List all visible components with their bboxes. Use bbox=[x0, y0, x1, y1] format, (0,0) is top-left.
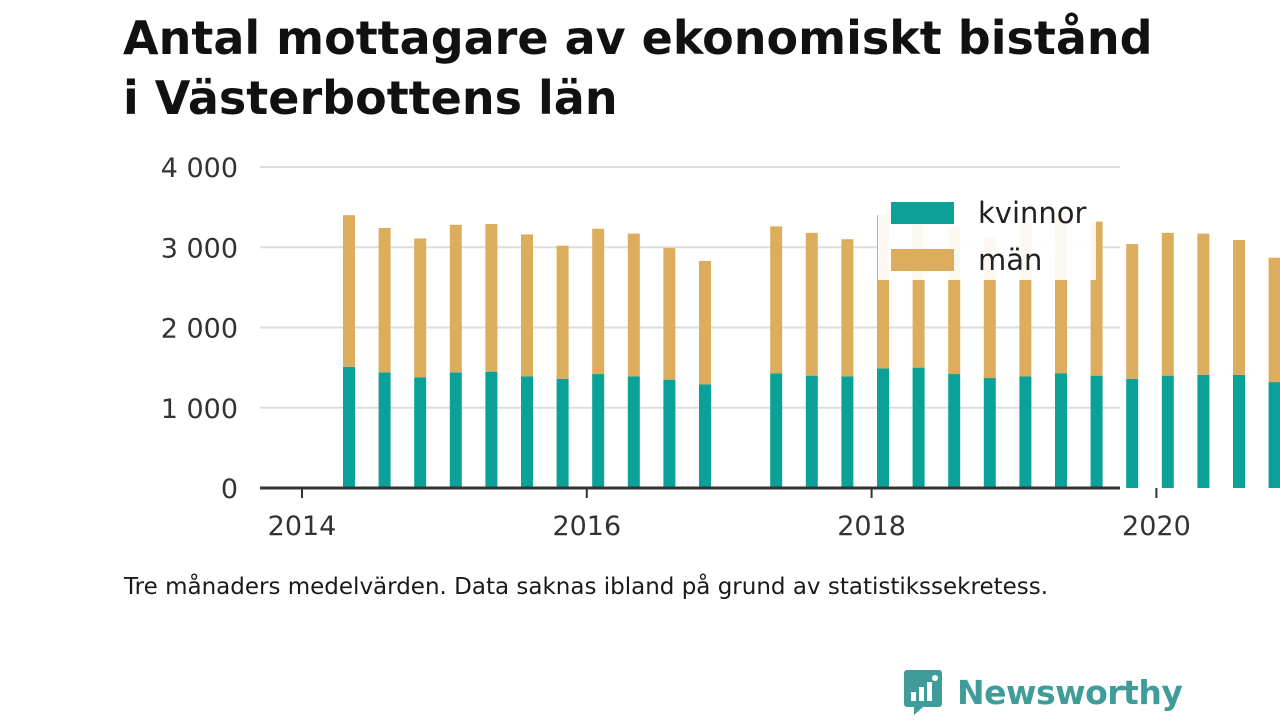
y-tick-label: 1 000 bbox=[161, 394, 238, 425]
bar-kvinnor bbox=[592, 374, 605, 488]
y-tick-label: 3 000 bbox=[161, 233, 238, 264]
bar-kvinnor bbox=[1019, 376, 1032, 488]
bar-kvinnor bbox=[1232, 374, 1245, 488]
bar-kvinnor bbox=[1054, 373, 1067, 488]
legend: kvinnor män bbox=[878, 190, 1096, 280]
bar-kvinnor bbox=[805, 375, 818, 488]
bar-kvinnor bbox=[449, 372, 462, 488]
bar-man bbox=[698, 260, 711, 385]
bar-man bbox=[1126, 244, 1139, 379]
legend-label: män bbox=[978, 243, 1042, 277]
legend-swatch-man bbox=[891, 249, 954, 271]
bar-kvinnor bbox=[378, 372, 391, 488]
bar-kvinnor bbox=[1197, 374, 1210, 488]
bar-man bbox=[592, 228, 605, 375]
x-axis: 201420162018202020222024 bbox=[260, 486, 1191, 542]
bar-kvinnor bbox=[948, 374, 961, 488]
bar-kvinnor bbox=[342, 366, 355, 488]
bar-kvinnor bbox=[1090, 375, 1103, 488]
bar-kvinnor bbox=[1268, 382, 1280, 488]
brand-logo-link[interactable]: Newsworthy bbox=[903, 668, 1183, 716]
bar-man bbox=[770, 226, 783, 374]
bar-man bbox=[342, 215, 355, 367]
chart-title-line2: i Västerbottens län bbox=[123, 71, 618, 125]
bar-kvinnor bbox=[841, 376, 854, 488]
bar-man bbox=[1268, 257, 1280, 383]
brand-name: Newsworthy bbox=[957, 672, 1183, 712]
bar-kvinnor bbox=[627, 376, 640, 488]
bar-kvinnor bbox=[1126, 378, 1139, 488]
bar-kvinnor bbox=[1161, 375, 1174, 488]
x-tick-label: 2014 bbox=[268, 511, 337, 542]
bar-man bbox=[1232, 240, 1245, 375]
legend-swatch-kvinnor bbox=[891, 202, 954, 224]
bars bbox=[342, 207, 1280, 488]
bar-man bbox=[841, 239, 854, 377]
y-tick-label: 2 000 bbox=[161, 314, 238, 345]
y-tick-label: 0 bbox=[221, 474, 238, 505]
newsworthy-logo-icon bbox=[904, 670, 942, 715]
bar-man bbox=[520, 234, 533, 377]
bar-man bbox=[663, 248, 676, 380]
bar-man bbox=[1161, 232, 1174, 376]
bar-kvinnor bbox=[770, 373, 783, 488]
y-tick-labels: 0 1 000 2 000 3 000 4 000 bbox=[161, 153, 238, 505]
bar-kvinnor bbox=[912, 367, 925, 488]
bar-kvinnor bbox=[663, 379, 676, 488]
bar-man bbox=[627, 233, 640, 377]
bar-kvinnor bbox=[876, 368, 889, 488]
bar-kvinnor bbox=[698, 384, 711, 488]
legend-label: kvinnor bbox=[978, 196, 1087, 230]
bar-man bbox=[414, 238, 427, 378]
bar-kvinnor bbox=[983, 378, 996, 488]
chart-title: Antal mottagare av ekonomiskt bistånd i … bbox=[123, 8, 1223, 128]
y-tick-label: 4 000 bbox=[161, 153, 238, 184]
bar-kvinnor bbox=[520, 376, 533, 488]
bar-man bbox=[1197, 233, 1210, 375]
bar-kvinnor bbox=[414, 377, 427, 488]
x-tick-label: 2016 bbox=[552, 511, 621, 542]
bar-man bbox=[449, 224, 462, 373]
bar-man bbox=[805, 232, 818, 376]
bar-kvinnor bbox=[556, 378, 569, 488]
bar-kvinnor bbox=[485, 371, 498, 488]
x-tick-label: 2018 bbox=[837, 511, 906, 542]
x-tick-label: 2020 bbox=[1122, 511, 1191, 542]
chart-note: Tre månaders medelvärden. Data saknas ib… bbox=[124, 574, 1049, 600]
bar-man bbox=[485, 223, 498, 372]
bar-man bbox=[556, 245, 569, 379]
bar-man bbox=[378, 227, 391, 373]
chart-title-line1: Antal mottagare av ekonomiskt bistånd bbox=[123, 11, 1153, 65]
